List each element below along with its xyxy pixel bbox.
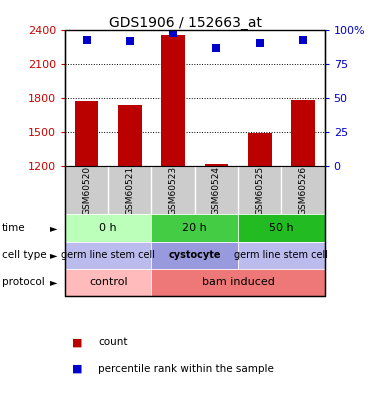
Text: ►: ► xyxy=(50,223,58,233)
Text: ■: ■ xyxy=(72,364,83,373)
Point xyxy=(170,30,176,36)
Bar xyxy=(151,269,325,296)
Point xyxy=(213,45,219,51)
Text: GSM60524: GSM60524 xyxy=(212,166,221,215)
Bar xyxy=(151,241,238,269)
Text: GSM60526: GSM60526 xyxy=(299,166,308,215)
Text: percentile rank within the sample: percentile rank within the sample xyxy=(98,364,274,373)
Text: bam induced: bam induced xyxy=(201,277,275,287)
Text: control: control xyxy=(89,277,128,287)
Bar xyxy=(65,241,151,269)
Text: GSM60521: GSM60521 xyxy=(125,166,134,215)
Bar xyxy=(238,215,325,241)
Text: GSM60523: GSM60523 xyxy=(169,166,178,215)
Text: ■: ■ xyxy=(72,337,83,347)
Bar xyxy=(204,164,228,166)
Bar xyxy=(65,215,151,241)
Text: 50 h: 50 h xyxy=(269,223,294,233)
Bar xyxy=(151,215,238,241)
Text: ►: ► xyxy=(50,277,58,287)
Bar xyxy=(118,105,142,166)
Point xyxy=(83,36,89,43)
Text: protocol: protocol xyxy=(2,277,45,287)
Text: cell type: cell type xyxy=(2,250,46,260)
Point xyxy=(300,36,306,43)
Bar xyxy=(161,35,185,166)
Text: germ line stem cell: germ line stem cell xyxy=(61,250,155,260)
Text: time: time xyxy=(2,223,26,233)
Bar xyxy=(248,133,272,166)
Bar xyxy=(75,101,98,166)
Text: GSM60520: GSM60520 xyxy=(82,166,91,215)
Point xyxy=(257,39,263,46)
Point xyxy=(127,38,133,45)
Text: germ line stem cell: germ line stem cell xyxy=(234,250,328,260)
Bar xyxy=(291,100,315,166)
Text: GDS1906 / 152663_at: GDS1906 / 152663_at xyxy=(109,16,262,30)
Bar xyxy=(65,269,151,296)
Text: cystocyte: cystocyte xyxy=(168,250,221,260)
Text: 20 h: 20 h xyxy=(183,223,207,233)
Text: GSM60525: GSM60525 xyxy=(255,166,264,215)
Text: 0 h: 0 h xyxy=(99,223,117,233)
Bar xyxy=(238,241,325,269)
Text: ►: ► xyxy=(50,250,58,260)
Text: count: count xyxy=(98,337,128,347)
